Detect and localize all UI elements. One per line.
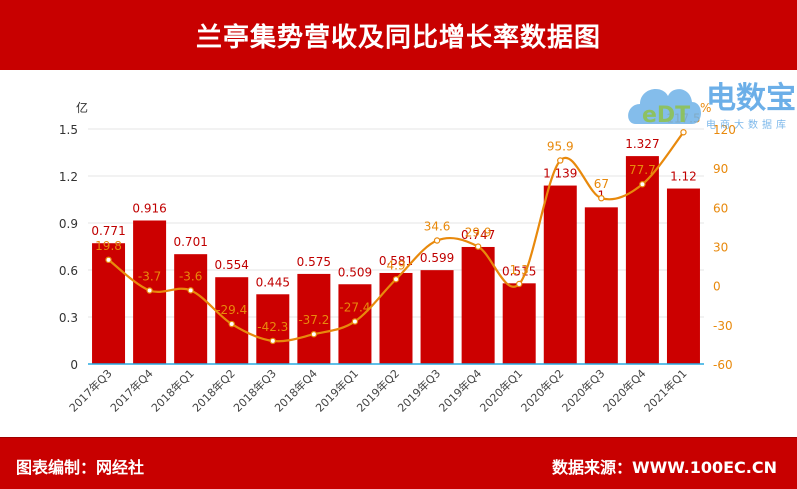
revenue-bar bbox=[543, 185, 577, 364]
svg-text:-30: -30 bbox=[713, 319, 733, 333]
revenue-bar bbox=[584, 207, 618, 364]
svg-text:2020年Q4: 2020年Q4 bbox=[600, 366, 649, 415]
chart-title: 兰亭集势营收及同比增长率数据图 bbox=[195, 22, 601, 53]
watermark-logo: eDT 电数宝 电商大数据库 bbox=[628, 72, 797, 132]
svg-text:2020年Q1: 2020年Q1 bbox=[477, 366, 526, 415]
svg-text:0.3: 0.3 bbox=[59, 311, 78, 325]
svg-text:0.6: 0.6 bbox=[59, 264, 78, 278]
svg-text:-42.3: -42.3 bbox=[257, 320, 288, 334]
svg-text:2019年Q2: 2019年Q2 bbox=[354, 366, 403, 415]
data-source: 数据来源：WWW.100EC.CN bbox=[551, 458, 777, 477]
svg-text:2018年Q2: 2018年Q2 bbox=[189, 366, 238, 415]
svg-text:67: 67 bbox=[594, 177, 609, 191]
revenue-bar bbox=[379, 272, 413, 364]
svg-text:2019年Q4: 2019年Q4 bbox=[436, 366, 485, 415]
revenue-bar bbox=[256, 294, 290, 364]
svg-text:0.445: 0.445 bbox=[256, 275, 290, 289]
svg-text:亿: 亿 bbox=[76, 100, 88, 115]
svg-text:30: 30 bbox=[713, 241, 728, 255]
revenue-bar bbox=[297, 273, 331, 364]
svg-text:2019年Q1: 2019年Q1 bbox=[313, 366, 362, 415]
svg-text:2020年Q3: 2020年Q3 bbox=[559, 366, 608, 415]
svg-text:-3.6: -3.6 bbox=[179, 269, 202, 283]
svg-text:2019年Q3: 2019年Q3 bbox=[395, 366, 444, 415]
revenue-bar bbox=[215, 277, 249, 364]
cloud-logo-icon: eDT 电数宝 电商大数据库 bbox=[628, 81, 796, 131]
svg-text:-37.2: -37.2 bbox=[298, 313, 329, 327]
svg-text:-60: -60 bbox=[713, 358, 733, 372]
svg-text:90: 90 bbox=[713, 162, 728, 176]
svg-text:-3.7: -3.7 bbox=[138, 269, 161, 283]
svg-text:0.747: 0.747 bbox=[461, 228, 495, 242]
svg-text:2020年Q2: 2020年Q2 bbox=[518, 366, 567, 415]
svg-text:电数宝: 电数宝 bbox=[706, 81, 796, 116]
svg-text:1.12: 1.12 bbox=[670, 170, 697, 184]
svg-text:0.771: 0.771 bbox=[91, 224, 125, 238]
svg-text:-27.4: -27.4 bbox=[339, 300, 370, 314]
svg-text:0: 0 bbox=[713, 280, 721, 294]
svg-text:77.7: 77.7 bbox=[629, 163, 656, 177]
svg-text:1.3: 1.3 bbox=[510, 263, 529, 277]
chart-header: 兰亭集势营收及同比增长率数据图 bbox=[0, 0, 797, 70]
svg-text:%: % bbox=[700, 101, 711, 115]
revenue-bar bbox=[420, 270, 454, 364]
svg-text:2018年Q4: 2018年Q4 bbox=[271, 366, 320, 415]
svg-text:电商大数据库: 电商大数据库 bbox=[706, 118, 790, 131]
svg-text:2017年Q4: 2017年Q4 bbox=[107, 366, 156, 415]
revenue-bar bbox=[174, 254, 208, 364]
chart-area: 0 0.3 0.6 0.9 1.2 1.5 亿 -60 -30 0 30 60 90 120% 0.771 2… bbox=[59, 100, 736, 415]
svg-text:0.509: 0.509 bbox=[338, 265, 372, 279]
svg-text:0: 0 bbox=[70, 358, 78, 372]
svg-text:34.6: 34.6 bbox=[424, 219, 451, 233]
svg-text:0.581: 0.581 bbox=[379, 254, 413, 268]
chart-footer: 图表编制：网经社 数据来源：WWW.100EC.CN bbox=[0, 438, 797, 489]
svg-text:0.701: 0.701 bbox=[173, 235, 207, 249]
svg-text:29.9: 29.9 bbox=[465, 226, 492, 240]
svg-text:0.554: 0.554 bbox=[215, 258, 249, 272]
revenue-bar bbox=[461, 246, 495, 364]
svg-text:-29.4: -29.4 bbox=[216, 303, 247, 317]
svg-text:2018年Q3: 2018年Q3 bbox=[230, 366, 279, 415]
svg-text:2018年Q1: 2018年Q1 bbox=[148, 366, 197, 415]
svg-text:1.5: 1.5 bbox=[59, 123, 78, 137]
svg-text:95.9: 95.9 bbox=[547, 139, 574, 153]
svg-text:2021年Q1: 2021年Q1 bbox=[641, 366, 690, 415]
svg-text:1.327: 1.327 bbox=[625, 137, 659, 151]
svg-text:1.2: 1.2 bbox=[59, 170, 78, 184]
svg-text:60: 60 bbox=[713, 201, 728, 215]
footer-divider bbox=[0, 437, 797, 438]
chart-credit: 图表编制：网经社 bbox=[16, 458, 145, 477]
svg-text:4.9: 4.9 bbox=[386, 258, 405, 272]
svg-text:0.575: 0.575 bbox=[297, 255, 331, 269]
svg-text:19.8: 19.8 bbox=[95, 239, 122, 253]
revenue-bar bbox=[502, 283, 536, 364]
revenue-bar bbox=[666, 188, 700, 364]
svg-text:0.599: 0.599 bbox=[420, 251, 454, 265]
svg-text:2017年Q3: 2017年Q3 bbox=[66, 366, 115, 415]
revenue-bar bbox=[92, 243, 126, 364]
svg-text:1.139: 1.139 bbox=[543, 167, 577, 181]
svg-text:120: 120 bbox=[713, 123, 736, 137]
svg-text:eDT: eDT bbox=[642, 103, 690, 128]
svg-text:0.916: 0.916 bbox=[132, 201, 166, 215]
svg-text:0.9: 0.9 bbox=[59, 217, 78, 231]
